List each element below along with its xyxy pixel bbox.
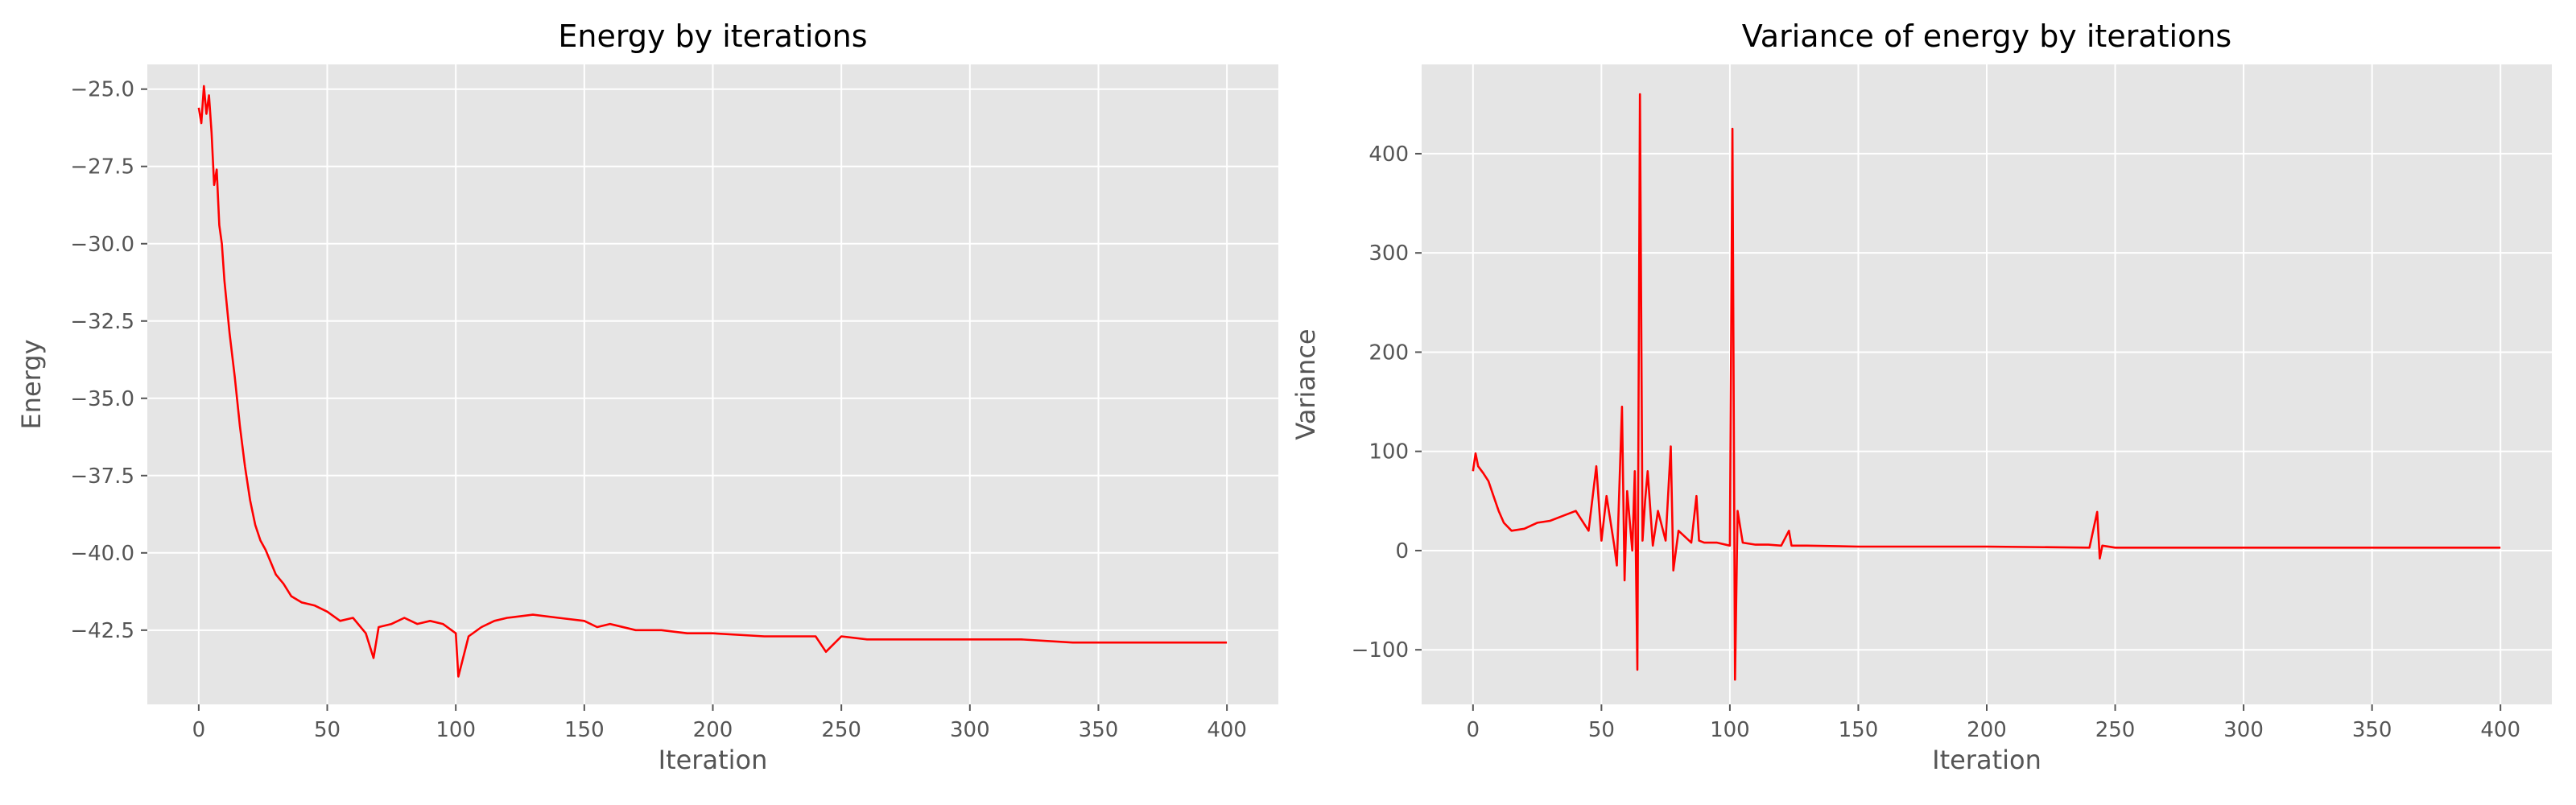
y-tick-label: 0	[1395, 539, 1409, 564]
series-line-1	[197, 85, 1228, 678]
x-tick-label: 250	[2095, 718, 2136, 742]
x-tick-label: 400	[2480, 718, 2520, 742]
x-tick-label: 0	[1467, 718, 1480, 742]
x-tick-label: 300	[950, 718, 990, 742]
x-tick-label: 100	[1710, 718, 1750, 742]
x-tick-label: 300	[2223, 718, 2264, 742]
y-tick-label: 100	[1368, 440, 1409, 464]
y-tick-label: 300	[1368, 242, 1409, 266]
x-tick-label: 350	[2352, 718, 2392, 742]
y-tick-label: −40.0	[70, 542, 134, 566]
x-axis-label: Iteration	[1932, 745, 2041, 775]
y-tick-label: −32.5	[70, 310, 134, 334]
x-tick-label: 100	[436, 718, 476, 742]
x-tick-label: 350	[1079, 718, 1119, 742]
y-tick-label: −35.0	[70, 387, 134, 411]
x-tick-label: 150	[564, 718, 605, 742]
y-axis-label: Variance	[1290, 328, 1321, 440]
chart-title: Variance of energy by iterations	[1742, 19, 2231, 54]
y-tick-label: −30.0	[70, 233, 134, 257]
chart-title: Energy by iterations	[558, 19, 867, 54]
x-tick-label: 200	[693, 718, 733, 742]
y-tick-label: −37.5	[70, 464, 134, 489]
x-tick-label: 150	[1839, 718, 1879, 742]
x-axis-label: Iteration	[658, 745, 768, 775]
y-tick-label: −100	[1352, 638, 1409, 663]
chart-panel-1: 0 50 100 150 200 250 300 350 400 −42.5 −40.0 −37.5 −…	[16, 19, 1278, 775]
x-tick-label: 250	[821, 718, 861, 742]
x-tick-label: 50	[314, 718, 341, 742]
y-tick-label: 200	[1368, 341, 1409, 365]
y-tick-label: −27.5	[70, 155, 134, 180]
y-tick-label: 400	[1368, 142, 1409, 167]
x-tick-label: 50	[1588, 718, 1615, 742]
x-tick-label: 200	[1967, 718, 2007, 742]
chart-panel-2: 0 50 100 150 200 250 300 350 400 −100 0 100 200 300 40…	[1290, 19, 2552, 775]
y-tick-label: −25.0	[70, 78, 134, 102]
x-tick-label: 0	[192, 718, 206, 742]
y-tick-label: −42.5	[70, 619, 134, 643]
y-axis-label: Energy	[16, 339, 47, 429]
series-line-1	[1472, 93, 2501, 681]
x-tick-label: 400	[1207, 718, 1247, 742]
